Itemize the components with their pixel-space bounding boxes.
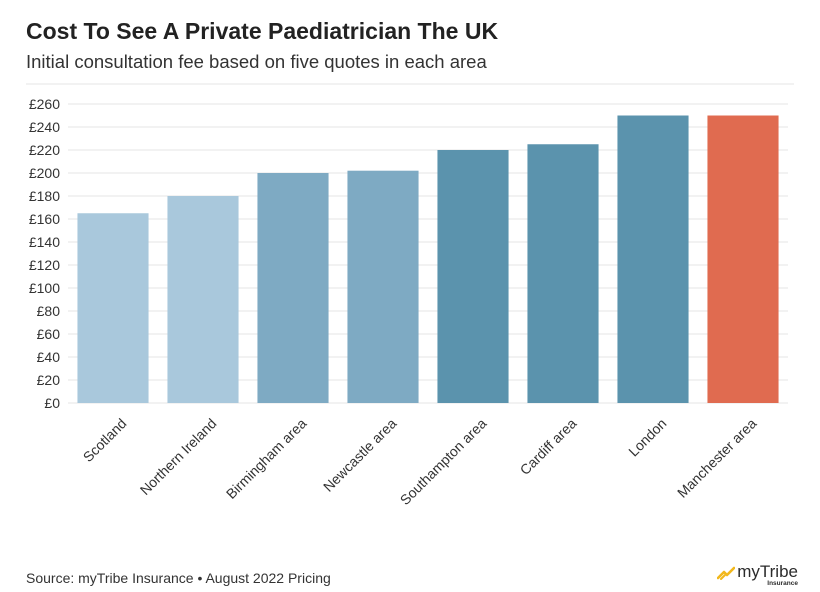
- bars: [77, 115, 779, 403]
- chart-subtitle: Initial consultation fee based on five q…: [26, 51, 487, 72]
- logo-sub-text: Insurance: [767, 580, 798, 587]
- bar: [257, 173, 329, 403]
- bar: [167, 196, 239, 403]
- y-tick-label: £260: [29, 96, 60, 112]
- y-tick-label: £160: [29, 211, 60, 227]
- y-tick-label: £180: [29, 188, 60, 204]
- y-tick-label: £20: [37, 372, 61, 388]
- mytribe-logo: myTribe Insurance: [717, 563, 798, 587]
- y-tick-label: £240: [29, 119, 60, 135]
- y-tick-label: £40: [37, 349, 61, 365]
- y-tick-label: £100: [29, 280, 60, 296]
- y-tick-label: £120: [29, 257, 60, 273]
- x-tick-label: Newcastle area: [320, 415, 400, 495]
- bar: [347, 170, 419, 403]
- x-tick-label: Birmingham area: [223, 415, 310, 502]
- x-tick-label: London: [625, 415, 669, 459]
- x-tick-label: Scotland: [80, 415, 130, 465]
- y-tick-label: £140: [29, 234, 60, 250]
- y-tick-label: £80: [37, 303, 61, 319]
- bar: [77, 213, 149, 403]
- x-tick-label: Northern Ireland: [137, 415, 220, 498]
- source-note: Source: myTribe Insurance • August 2022 …: [26, 570, 331, 586]
- y-tick-label: £60: [37, 326, 61, 342]
- y-tick-label: £200: [29, 165, 60, 181]
- y-axis: £0 £20 £40 £60 £80 £100 £120 £140 £160 £180 £200 £2…: [29, 96, 60, 411]
- bar: [437, 150, 509, 403]
- logo-brand-text: myTribe: [737, 562, 798, 581]
- y-tick-label: £220: [29, 142, 60, 158]
- bar: [707, 115, 779, 403]
- x-tick-label: Southampton area: [397, 415, 490, 508]
- bar-chart: £0 £20 £40 £60 £80 £100 £120 £140 £160 £180 £200 £2…: [26, 83, 794, 508]
- bar: [527, 144, 599, 403]
- x-tick-label: Manchester area: [674, 415, 760, 501]
- chart-title: Cost To See A Private Paediatrician The …: [26, 18, 499, 44]
- bar: [617, 115, 689, 403]
- x-tick-label: Cardiff area: [517, 415, 580, 478]
- x-axis: Scotland Northern Ireland Birmingham area N…: [80, 415, 760, 508]
- logo-mark-icon: [717, 566, 736, 580]
- y-tick-label: £0: [44, 395, 60, 411]
